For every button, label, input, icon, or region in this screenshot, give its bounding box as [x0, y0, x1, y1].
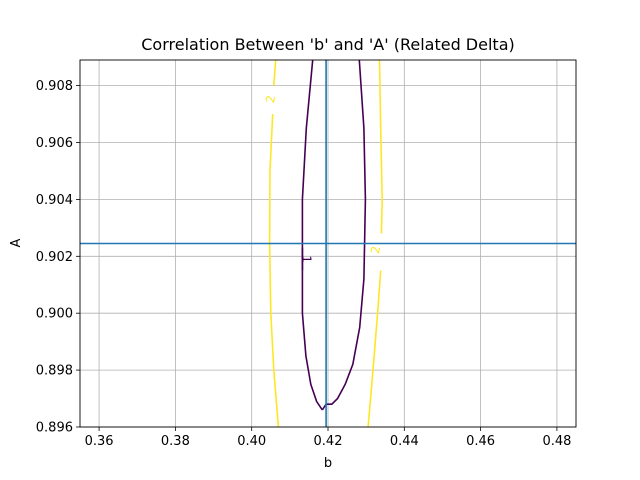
x-tick-label: 0.42: [314, 434, 343, 449]
contour-line-level-2: [273, 60, 277, 86]
x-tick-label: 0.48: [542, 434, 571, 449]
contour-line-level-2: [378, 60, 384, 234]
y-tick-label: 0.904: [36, 193, 73, 208]
contour-line-level-2: [367, 270, 382, 427]
x-tick-label: 0.46: [466, 434, 495, 449]
x-axis-label: b: [324, 456, 332, 471]
y-tick-label: 0.898: [36, 364, 73, 379]
y-tick-label: 0.896: [36, 421, 73, 436]
x-tick-label: 0.44: [390, 434, 419, 449]
y-tick-label: 0.908: [36, 79, 73, 94]
contour-line-level-2: [268, 114, 280, 427]
y-tick-label: 0.902: [36, 250, 73, 265]
contour-line-level-1: [301, 60, 314, 271]
y-axis-label: A: [9, 238, 24, 247]
x-tick-label: 0.38: [161, 434, 190, 449]
plot-frame: [79, 59, 577, 428]
x-tick-label: 0.40: [237, 434, 266, 449]
contour-label-level-2: 2: [368, 245, 383, 255]
contour-line-level-1: [321, 60, 367, 411]
contour-label-level-2: 2: [263, 94, 278, 104]
y-tick-label: 0.906: [36, 136, 73, 151]
contour-label-level-1: 1: [299, 255, 313, 263]
x-tick-label: 0.36: [85, 434, 114, 449]
chart-title: Correlation Between 'b' and 'A' (Related…: [141, 35, 514, 54]
contour-line-level-1: [301, 247, 323, 411]
y-tick-label: 0.900: [36, 307, 73, 322]
